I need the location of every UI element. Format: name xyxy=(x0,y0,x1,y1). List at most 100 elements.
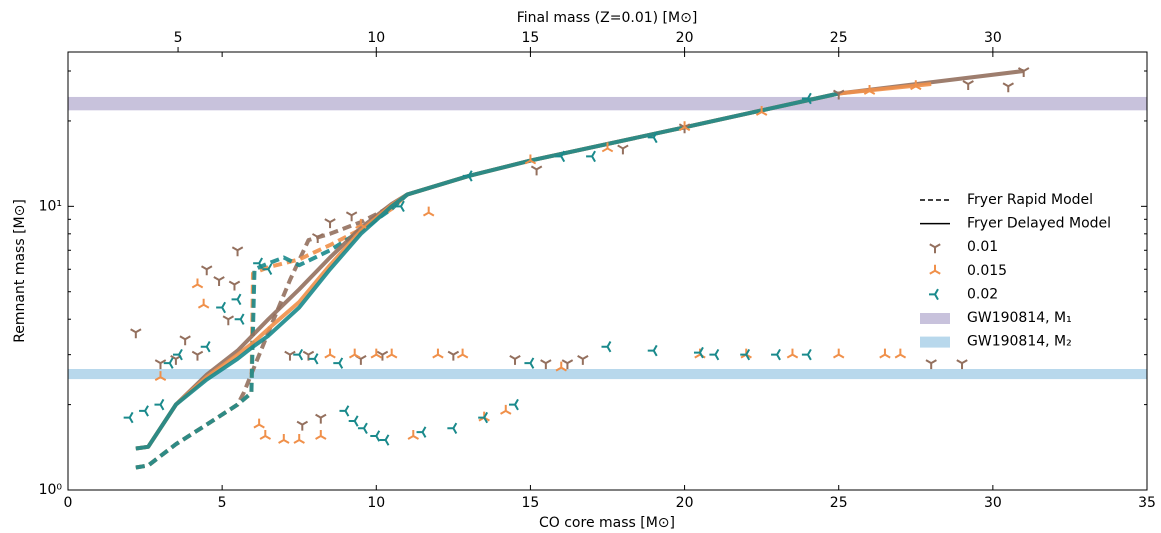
x-tick-label: 30 xyxy=(984,495,1002,511)
top-tick-label: 25 xyxy=(830,30,848,46)
scatter-point xyxy=(311,233,324,243)
scatter-point xyxy=(154,371,167,381)
scatter-point xyxy=(540,359,552,370)
scatter-point xyxy=(678,121,691,132)
scatter-point xyxy=(315,413,327,424)
top-axis-label: Final mass (Z=0.01) [M⊙] xyxy=(517,10,698,26)
scatter-point xyxy=(1002,82,1014,93)
legend-patch xyxy=(920,336,950,348)
top-tick-label: 20 xyxy=(676,30,694,46)
scatter-point xyxy=(139,405,149,417)
scatter-point xyxy=(422,206,435,217)
scatter-point xyxy=(509,354,521,365)
legend-marker xyxy=(929,243,941,254)
scatter-point xyxy=(771,348,781,361)
scatter-point xyxy=(577,354,589,365)
scatter-point xyxy=(348,415,359,427)
scatter-point xyxy=(324,348,336,359)
x-tick-label: 0 xyxy=(64,495,73,511)
scatter-point xyxy=(234,313,245,325)
scatter-point xyxy=(956,359,968,370)
legend-label: 0.02 xyxy=(967,286,998,302)
y-tick-label: 10¹ xyxy=(39,198,62,214)
scatter-point xyxy=(154,398,165,411)
scatter-point xyxy=(324,218,336,229)
scatter-point xyxy=(447,422,458,435)
scatter-point xyxy=(130,328,142,339)
scatter-point xyxy=(293,434,305,444)
scatter-point xyxy=(293,348,304,361)
scatter-point xyxy=(500,404,512,415)
scatter-point xyxy=(191,350,204,361)
scatter-point xyxy=(555,150,566,163)
top-tick-label: 15 xyxy=(522,30,540,46)
top-tick-label: 5 xyxy=(174,30,183,46)
scatter-point xyxy=(302,350,315,361)
scatter-point xyxy=(910,80,922,91)
scatter-point xyxy=(123,411,134,424)
scatter-point xyxy=(253,418,265,429)
x-tick-label: 35 xyxy=(1138,495,1156,511)
x-tick-label: 15 xyxy=(522,495,540,511)
scatter-point xyxy=(222,315,235,326)
scatter-point xyxy=(376,350,389,361)
scatter-point xyxy=(509,398,519,411)
scatter-point xyxy=(586,150,596,163)
scatter-point xyxy=(432,348,444,359)
scatter-point xyxy=(530,165,543,176)
scatter-point xyxy=(740,348,751,361)
scatter-point xyxy=(755,106,768,116)
scatter-point xyxy=(197,298,210,309)
legend-label: GW190814, M₂ xyxy=(967,334,1072,350)
band xyxy=(68,369,1147,380)
legend-label: Fryer Rapid Model xyxy=(967,192,1093,208)
scatter-point xyxy=(278,434,290,444)
top-tick-label: 10 xyxy=(367,30,385,46)
scatter-point xyxy=(201,265,213,276)
scatter-point xyxy=(601,142,614,153)
scatter-point xyxy=(447,350,460,361)
scatter-point xyxy=(801,92,812,105)
scatter-point xyxy=(561,359,574,370)
top-tick-label: 30 xyxy=(984,30,1002,46)
scatter-point xyxy=(154,359,167,370)
scatter-point xyxy=(416,426,427,438)
scatter-point xyxy=(339,405,350,417)
scatter-point xyxy=(394,200,405,213)
scatter-point xyxy=(333,357,344,369)
scatter-point xyxy=(925,359,937,370)
scatter-point xyxy=(385,348,398,359)
x-tick-label: 20 xyxy=(676,495,694,511)
legend-marker xyxy=(929,288,939,301)
legend-marker xyxy=(929,264,941,275)
scatter-point xyxy=(191,278,204,289)
scatter-point xyxy=(524,154,537,165)
scatter-point xyxy=(693,346,704,359)
scatter-point xyxy=(894,348,907,359)
scatter-point xyxy=(315,430,327,440)
plot-frame xyxy=(67,51,1148,491)
legend-label: Fryer Delayed Model xyxy=(967,216,1111,232)
scatter-point xyxy=(601,340,612,353)
scatter-point xyxy=(647,131,658,144)
scatter-point xyxy=(163,357,174,369)
scatter-point xyxy=(456,348,469,359)
scatter-point xyxy=(863,85,876,95)
scatter-point xyxy=(213,276,225,286)
legend-label: GW190814, M₁ xyxy=(967,310,1072,326)
y-axis-label: Remnant mass [M⊙] xyxy=(12,199,28,343)
scatter-point xyxy=(348,348,361,359)
legend-label: 0.015 xyxy=(967,263,1007,279)
scatter-point xyxy=(832,89,845,100)
scatter-point xyxy=(200,340,211,353)
scatter-point xyxy=(345,211,358,222)
band xyxy=(68,96,1147,111)
scatter-point xyxy=(355,218,367,229)
scatter-point xyxy=(647,344,658,357)
model-curve xyxy=(135,91,840,451)
scatter-point xyxy=(1017,67,1030,77)
scatter-point xyxy=(617,144,629,155)
scatter-point xyxy=(962,80,974,90)
scatter-point xyxy=(462,170,473,182)
x-axis-label: CO core mass [M⊙] xyxy=(539,515,675,531)
